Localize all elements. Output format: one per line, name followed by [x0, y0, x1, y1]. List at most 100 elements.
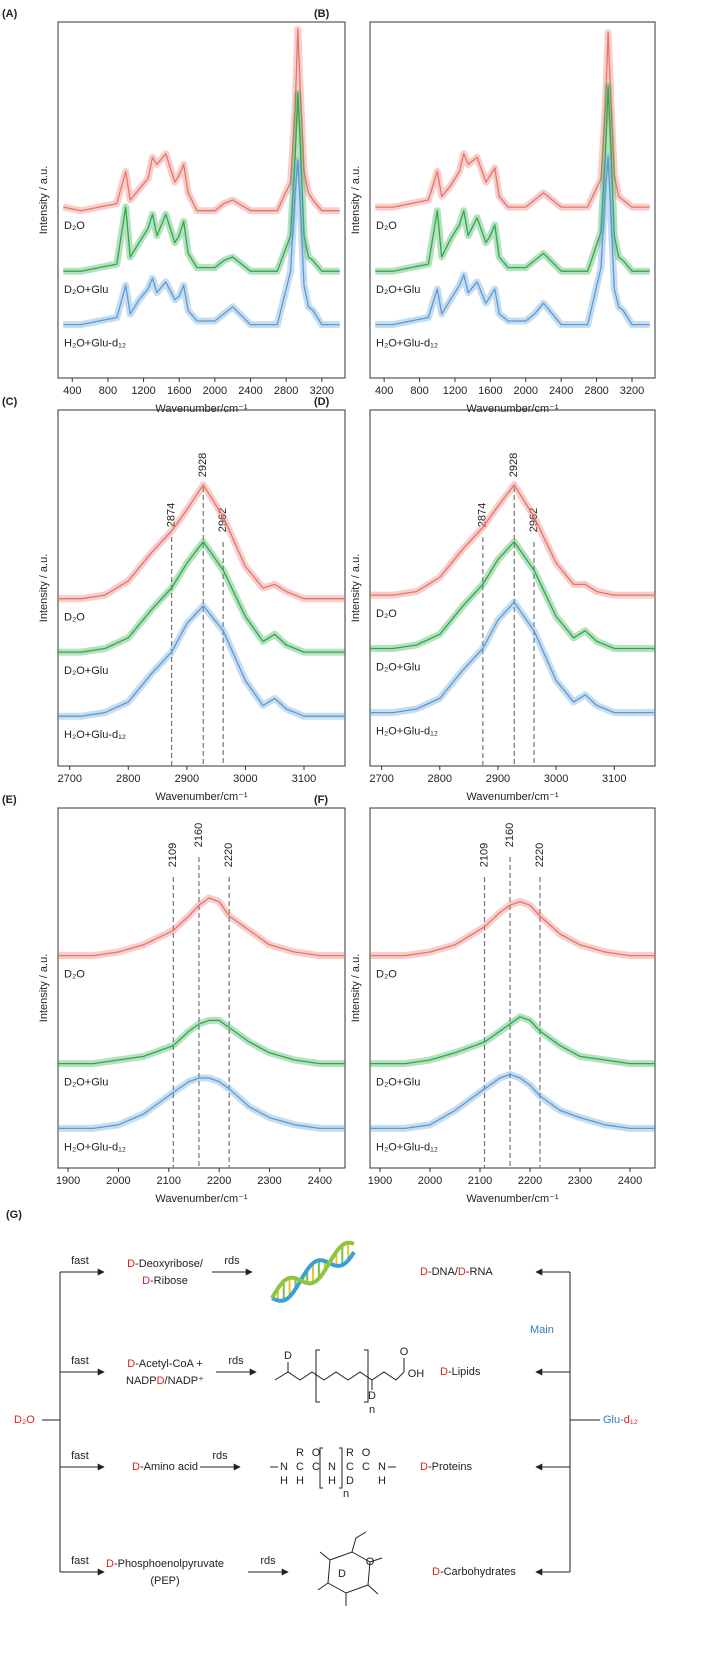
atom-label: C	[296, 1461, 304, 1473]
rds-label: rds	[212, 1450, 228, 1462]
target-label: Glu-d₁₂	[603, 1414, 638, 1426]
spectrum-line	[370, 1073, 655, 1130]
atom-label: C	[362, 1461, 370, 1473]
spectrum-line	[58, 605, 345, 717]
x-tick-label: 2300	[568, 1175, 592, 1187]
x-tick-label: 1600	[478, 385, 502, 397]
dna-strand	[271, 1251, 356, 1303]
panel-label: (E)	[2, 794, 17, 806]
atom-label: R	[296, 1447, 304, 1459]
peak-label: 2874	[166, 503, 178, 527]
spectrum-line	[63, 160, 340, 326]
panel-label: (A)	[2, 8, 18, 20]
bracket	[315, 1349, 369, 1403]
peak-label: 2962	[217, 508, 229, 532]
x-tick-label: 2200	[207, 1175, 231, 1187]
x-tick-label: 2700	[57, 773, 81, 785]
product-label: D-Carbohydrates	[432, 1566, 516, 1578]
peak-label: 2874	[477, 503, 489, 527]
text-segment: -Phosphoenolpyruvate	[114, 1558, 224, 1570]
plot-frame	[369, 807, 656, 1169]
x-tick-label: 2000	[203, 385, 227, 397]
x-axis-label: Wavenumber/cm⁻¹	[466, 1193, 559, 1205]
series-label: D₂O	[64, 969, 85, 981]
series-label: H₂O+Glu-d₁₂	[64, 729, 126, 741]
series-label: H₂O+Glu-d₁₂	[64, 1141, 126, 1153]
x-axis-label: Wavenumber/cm⁻¹	[155, 403, 248, 415]
spectrum-line	[370, 484, 655, 596]
spectrum-band	[370, 598, 655, 717]
text-segment: Main	[530, 1324, 554, 1336]
dna-strand	[270, 1240, 355, 1300]
spectrum-line	[58, 484, 345, 600]
y-axis-label: Intensity / a.u.	[38, 166, 50, 234]
text-segment: -Carbohydrates	[440, 1566, 516, 1578]
x-tick-label: 1900	[368, 1175, 392, 1187]
atom-label: N	[328, 1461, 336, 1473]
x-tick-label: 2400	[618, 1175, 642, 1187]
atom-label: H	[378, 1475, 386, 1487]
series-label: D₂O+Glu	[64, 1077, 108, 1089]
atom-label: D	[284, 1350, 292, 1362]
text-segment: -Amino acid	[140, 1461, 198, 1473]
x-tick-label: 2300	[257, 1175, 281, 1187]
source-label: D₂O	[14, 1414, 35, 1426]
atom-label: D	[346, 1475, 354, 1487]
x-tick-label: 2100	[468, 1175, 492, 1187]
atom-label: OH	[408, 1368, 425, 1380]
y-axis-label: Intensity / a.u.	[350, 554, 362, 622]
x-tick-label: 800	[99, 385, 117, 397]
text-segment: D	[106, 1558, 114, 1570]
x-tick-label: 2900	[486, 773, 510, 785]
spectrum-line	[370, 900, 655, 957]
x-tick-label: 2800	[274, 385, 298, 397]
x-tick-label: 2400	[549, 385, 573, 397]
intermediate-label: D-Acetyl-CoA +	[127, 1358, 203, 1370]
peak-label: 2928	[197, 453, 209, 477]
spectrum-band	[370, 898, 655, 960]
sugar-bonds	[317, 1531, 383, 1606]
spectrum-line	[375, 85, 650, 272]
text-segment: D	[420, 1461, 428, 1473]
peak-label: 2962	[528, 508, 540, 532]
y-axis-label: Intensity / a.u.	[350, 954, 362, 1022]
panel-label: (B)	[314, 8, 330, 20]
series-label: D₂O+Glu	[376, 1077, 420, 1089]
bracket	[319, 1447, 343, 1489]
x-axis-label: Wavenumber/cm⁻¹	[155, 791, 248, 803]
x-tick-label: 2700	[369, 773, 393, 785]
text-segment: -Lipids	[448, 1366, 481, 1378]
atom-label: H	[328, 1475, 336, 1487]
atom-label: D	[338, 1568, 346, 1580]
intermediate-label: D-Amino acid	[132, 1461, 198, 1473]
series-label: D₂O+Glu	[64, 284, 108, 296]
text-segment: NADP	[126, 1375, 157, 1387]
atom-label: C	[346, 1461, 354, 1473]
atom-label: n	[369, 1404, 375, 1416]
plot-frame	[57, 409, 346, 767]
text-segment: (PEP)	[150, 1575, 179, 1587]
atom-label: O	[362, 1447, 371, 1459]
series-label: D₂O	[376, 220, 397, 232]
x-tick-label: 1600	[167, 385, 191, 397]
x-tick-label: 3000	[233, 773, 257, 785]
x-tick-label: 2000	[106, 1175, 130, 1187]
x-tick-label: 2000	[514, 385, 538, 397]
spectrum-line	[375, 32, 650, 208]
series-label: D₂O+Glu	[376, 284, 420, 296]
series-label: H₂O+Glu-d₁₂	[64, 338, 126, 350]
x-axis-label: Wavenumber/cm⁻¹	[155, 1193, 248, 1205]
spectrum-band	[370, 1013, 655, 1068]
text-segment: Glu-	[603, 1414, 624, 1426]
x-tick-label: 2400	[308, 1175, 332, 1187]
text-segment: /NADP⁺	[165, 1375, 205, 1387]
text-segment: D	[157, 1375, 165, 1387]
text-segment: -Ribose	[150, 1275, 188, 1287]
spectrum-line	[370, 541, 655, 650]
sugar-ring	[327, 1551, 371, 1594]
y-axis-label: Intensity / a.u.	[38, 554, 50, 622]
plot-frame	[57, 807, 346, 1169]
x-axis-label: Wavenumber/cm⁻¹	[466, 791, 559, 803]
product-label: D-Proteins	[420, 1461, 472, 1473]
intermediate-label: D-Deoxyribose/	[127, 1258, 204, 1270]
